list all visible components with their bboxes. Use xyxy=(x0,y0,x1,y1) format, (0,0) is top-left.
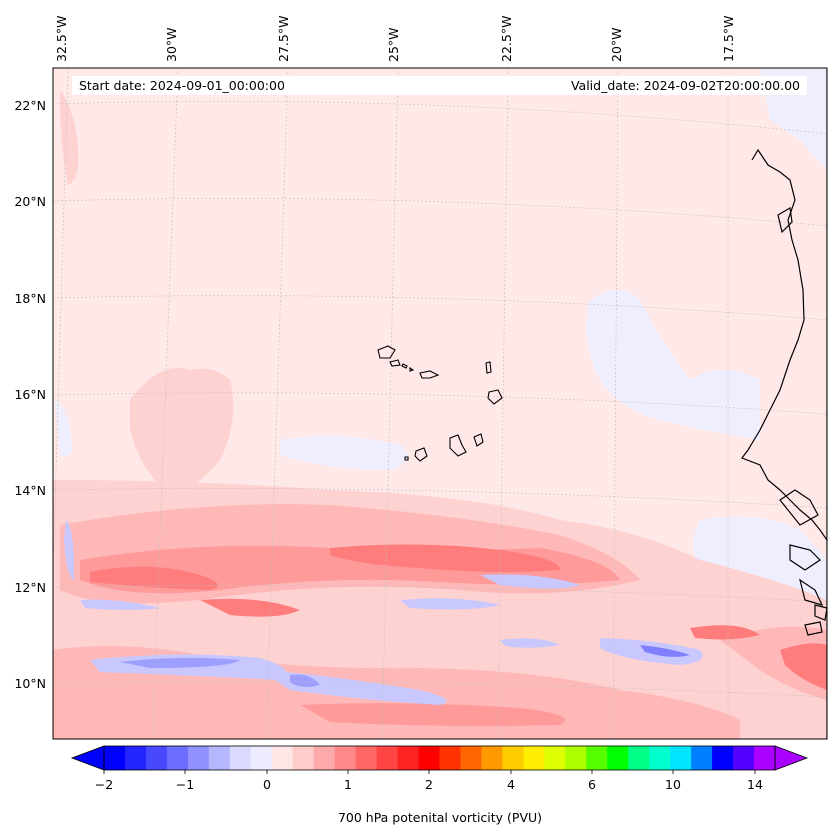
lat-label: 12°N xyxy=(14,580,46,595)
lon-label: 20°W xyxy=(609,27,624,62)
colorbar-cell xyxy=(145,746,168,770)
colorbar-cell xyxy=(649,746,671,770)
lon-labels: 32.5°W 30°W 27.5°W 25°W 22.5°W 20°W 17.5… xyxy=(54,16,736,62)
colorbar-cell xyxy=(502,746,524,770)
colorbar-cell xyxy=(271,746,294,770)
lon-label: 27.5°W xyxy=(276,16,291,62)
lat-label: 22°N xyxy=(14,98,46,113)
colorbar-cell xyxy=(166,746,189,770)
colorbar-cell xyxy=(439,746,462,770)
lat-label: 10°N xyxy=(14,676,46,691)
lon-label: 22.5°W xyxy=(499,16,514,62)
graticule xyxy=(53,68,827,739)
colorbar-cell xyxy=(607,746,629,770)
colorbar-label: 700 hPa potenital vorticity (PVU) xyxy=(338,810,542,825)
colorbar-cell xyxy=(733,746,755,770)
colorbar-cell xyxy=(565,746,587,770)
colorbar-cell xyxy=(397,746,420,770)
colorbar-cell xyxy=(712,746,734,770)
colorbar-cell xyxy=(187,746,210,770)
colorbar-cell xyxy=(418,746,441,770)
colorbar-cell xyxy=(334,746,357,770)
colorbar-tick-label: −1 xyxy=(176,777,194,792)
colorbar-cell xyxy=(544,746,566,770)
start-date-label: Start date: 2024-09-01_00:00:00 xyxy=(79,78,285,93)
colorbar-tick-label: 0 xyxy=(263,777,271,792)
lat-label: 18°N xyxy=(14,291,46,306)
colorbar-tick-label: 2 xyxy=(425,777,433,792)
lon-label: 25°W xyxy=(386,27,401,62)
cape-verde-islands xyxy=(377,345,503,462)
colorbar-cell xyxy=(586,746,608,770)
colorbar-cell xyxy=(124,746,147,770)
colorbar-tick-label: 4 xyxy=(507,777,515,792)
colorbar-cell xyxy=(460,746,483,770)
colorbar-cell xyxy=(376,746,399,770)
colorbar-tick-label: −2 xyxy=(95,777,113,792)
colorbar-cell xyxy=(208,746,231,770)
colorbar-cell xyxy=(628,746,650,770)
colorbar-cell xyxy=(691,746,713,770)
colorbar-cell xyxy=(670,746,692,770)
map-frame xyxy=(52,67,828,740)
colorbar-cell xyxy=(250,746,273,770)
colorbar-cell xyxy=(104,746,126,770)
lat-label: 16°N xyxy=(14,387,46,402)
lon-label: 30°W xyxy=(164,27,179,62)
colorbar-cells xyxy=(104,746,776,770)
colorbar-frame xyxy=(103,745,776,771)
coastlines xyxy=(741,68,827,739)
colorbar-cell xyxy=(313,746,336,770)
colorbar-tick-label: 1 xyxy=(344,777,352,792)
info-box xyxy=(72,76,807,95)
lon-label: 17.5°W xyxy=(721,16,736,62)
colorbar-cell xyxy=(523,746,545,770)
colorbar-tick-label: 6 xyxy=(588,777,596,792)
lat-label: 20°N xyxy=(14,194,46,209)
colorbar-tick-label: 10 xyxy=(665,777,681,792)
lat-labels: 22°N 20°N 18°N 16°N 14°N 12°N 10°N xyxy=(14,98,46,691)
lat-label: 14°N xyxy=(14,483,46,498)
colorbar-cell xyxy=(229,746,252,770)
map-panel xyxy=(53,68,827,739)
colorbar-cell xyxy=(754,746,776,770)
lon-label: 32.5°W xyxy=(54,16,69,62)
valid-date-label: Valid_date: 2024-09-02T20:00:00.00 xyxy=(571,78,800,93)
colorbar-tick-label: 14 xyxy=(747,777,763,792)
colorbar-cell xyxy=(355,746,378,770)
colorbar: −2 −1 0 1 2 4 6 10 14 700 hPa potenital vorticit… xyxy=(70,745,809,825)
colorbar-ticks: −2 −1 0 1 2 4 6 10 14 xyxy=(95,770,763,792)
colorbar-max-extend xyxy=(774,745,809,771)
colorbar-cell xyxy=(292,746,315,770)
colorbar-cell xyxy=(481,746,504,770)
pv-negative-bands xyxy=(64,520,703,705)
colorbar-min-extend xyxy=(70,745,105,771)
